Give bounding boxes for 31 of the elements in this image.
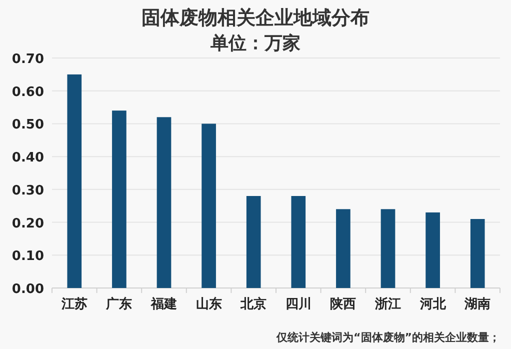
- x-tick-label: 湖南: [464, 297, 491, 312]
- bar: [246, 196, 261, 288]
- y-tick-label: 0.00: [12, 282, 44, 297]
- x-tick-label: 陕西: [330, 297, 356, 312]
- x-tick-label: 广东: [105, 296, 132, 312]
- y-tick-label: 0.70: [12, 52, 44, 67]
- y-tick-label: 0.50: [12, 118, 44, 133]
- bar: [336, 209, 350, 288]
- x-tick-label: 北京: [240, 296, 267, 312]
- y-tick-label: 0.30: [12, 183, 44, 198]
- bar: [291, 196, 306, 288]
- x-tick-label: 四川: [285, 297, 312, 312]
- bar: [112, 110, 126, 288]
- bar: [426, 212, 440, 288]
- x-tick-label: 江苏: [60, 297, 88, 312]
- bar: [380, 209, 396, 288]
- x-tick-label: 山东: [196, 296, 222, 312]
- x-tick-label: 福建: [150, 296, 177, 312]
- text: 仅统计关键词为“固体废物”的相关企业数量；: [276, 331, 500, 344]
- y-tick-label: 0.10: [12, 249, 44, 264]
- y-tick-label: 0.20: [12, 216, 44, 232]
- x-tick-label: 浙江: [374, 297, 401, 312]
- x-tick-label: 河北: [418, 297, 447, 312]
- y-tick-label: 0.40: [12, 150, 44, 166]
- bar: [202, 124, 216, 288]
- chart-subtitle: 单位：万家: [210, 33, 300, 54]
- bar: [156, 117, 172, 288]
- bar: [470, 219, 485, 288]
- y-tick-label: 0.60: [12, 84, 44, 100]
- chart-title: 固体废物相关企业地域分布: [142, 7, 370, 29]
- bar: [67, 74, 82, 288]
